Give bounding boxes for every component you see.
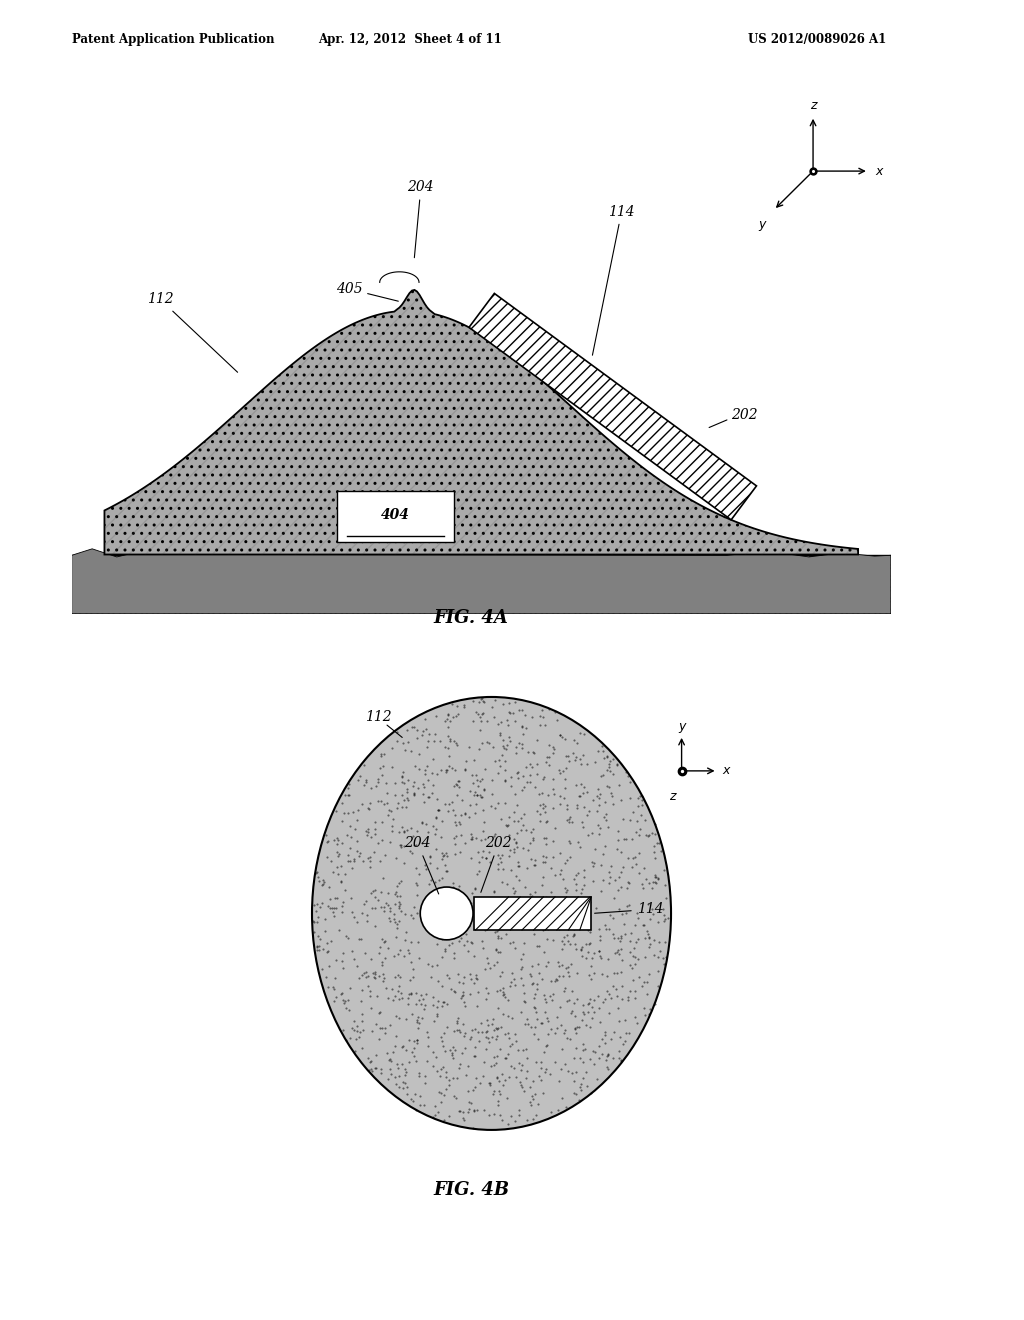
Polygon shape — [104, 290, 858, 554]
Circle shape — [420, 887, 473, 940]
Text: z: z — [810, 99, 816, 112]
Text: 204: 204 — [404, 837, 438, 894]
Polygon shape — [469, 293, 757, 520]
Text: 114: 114 — [595, 903, 664, 916]
Text: 112: 112 — [365, 710, 391, 723]
Text: Apr. 12, 2012  Sheet 4 of 11: Apr. 12, 2012 Sheet 4 of 11 — [317, 33, 502, 46]
Text: x: x — [723, 764, 730, 777]
Text: 202: 202 — [731, 408, 758, 422]
Text: 405: 405 — [336, 282, 362, 296]
Text: z: z — [669, 789, 676, 803]
Text: Patent Application Publication: Patent Application Publication — [72, 33, 274, 46]
Text: US 2012/0089026 A1: US 2012/0089026 A1 — [748, 33, 886, 46]
Text: 114: 114 — [593, 205, 635, 355]
Text: 204: 204 — [408, 181, 434, 257]
Text: 112: 112 — [147, 293, 238, 372]
Ellipse shape — [312, 697, 671, 1130]
Text: FIG. 4A: FIG. 4A — [433, 609, 509, 627]
Text: y: y — [758, 218, 766, 231]
FancyBboxPatch shape — [337, 491, 455, 541]
Text: FIG. 4B: FIG. 4B — [433, 1180, 509, 1199]
Text: 404: 404 — [381, 508, 410, 523]
Text: y: y — [678, 719, 685, 733]
Polygon shape — [72, 556, 891, 614]
Text: x: x — [876, 165, 883, 178]
Text: 202: 202 — [481, 837, 512, 892]
Polygon shape — [72, 549, 891, 614]
FancyBboxPatch shape — [474, 896, 591, 931]
